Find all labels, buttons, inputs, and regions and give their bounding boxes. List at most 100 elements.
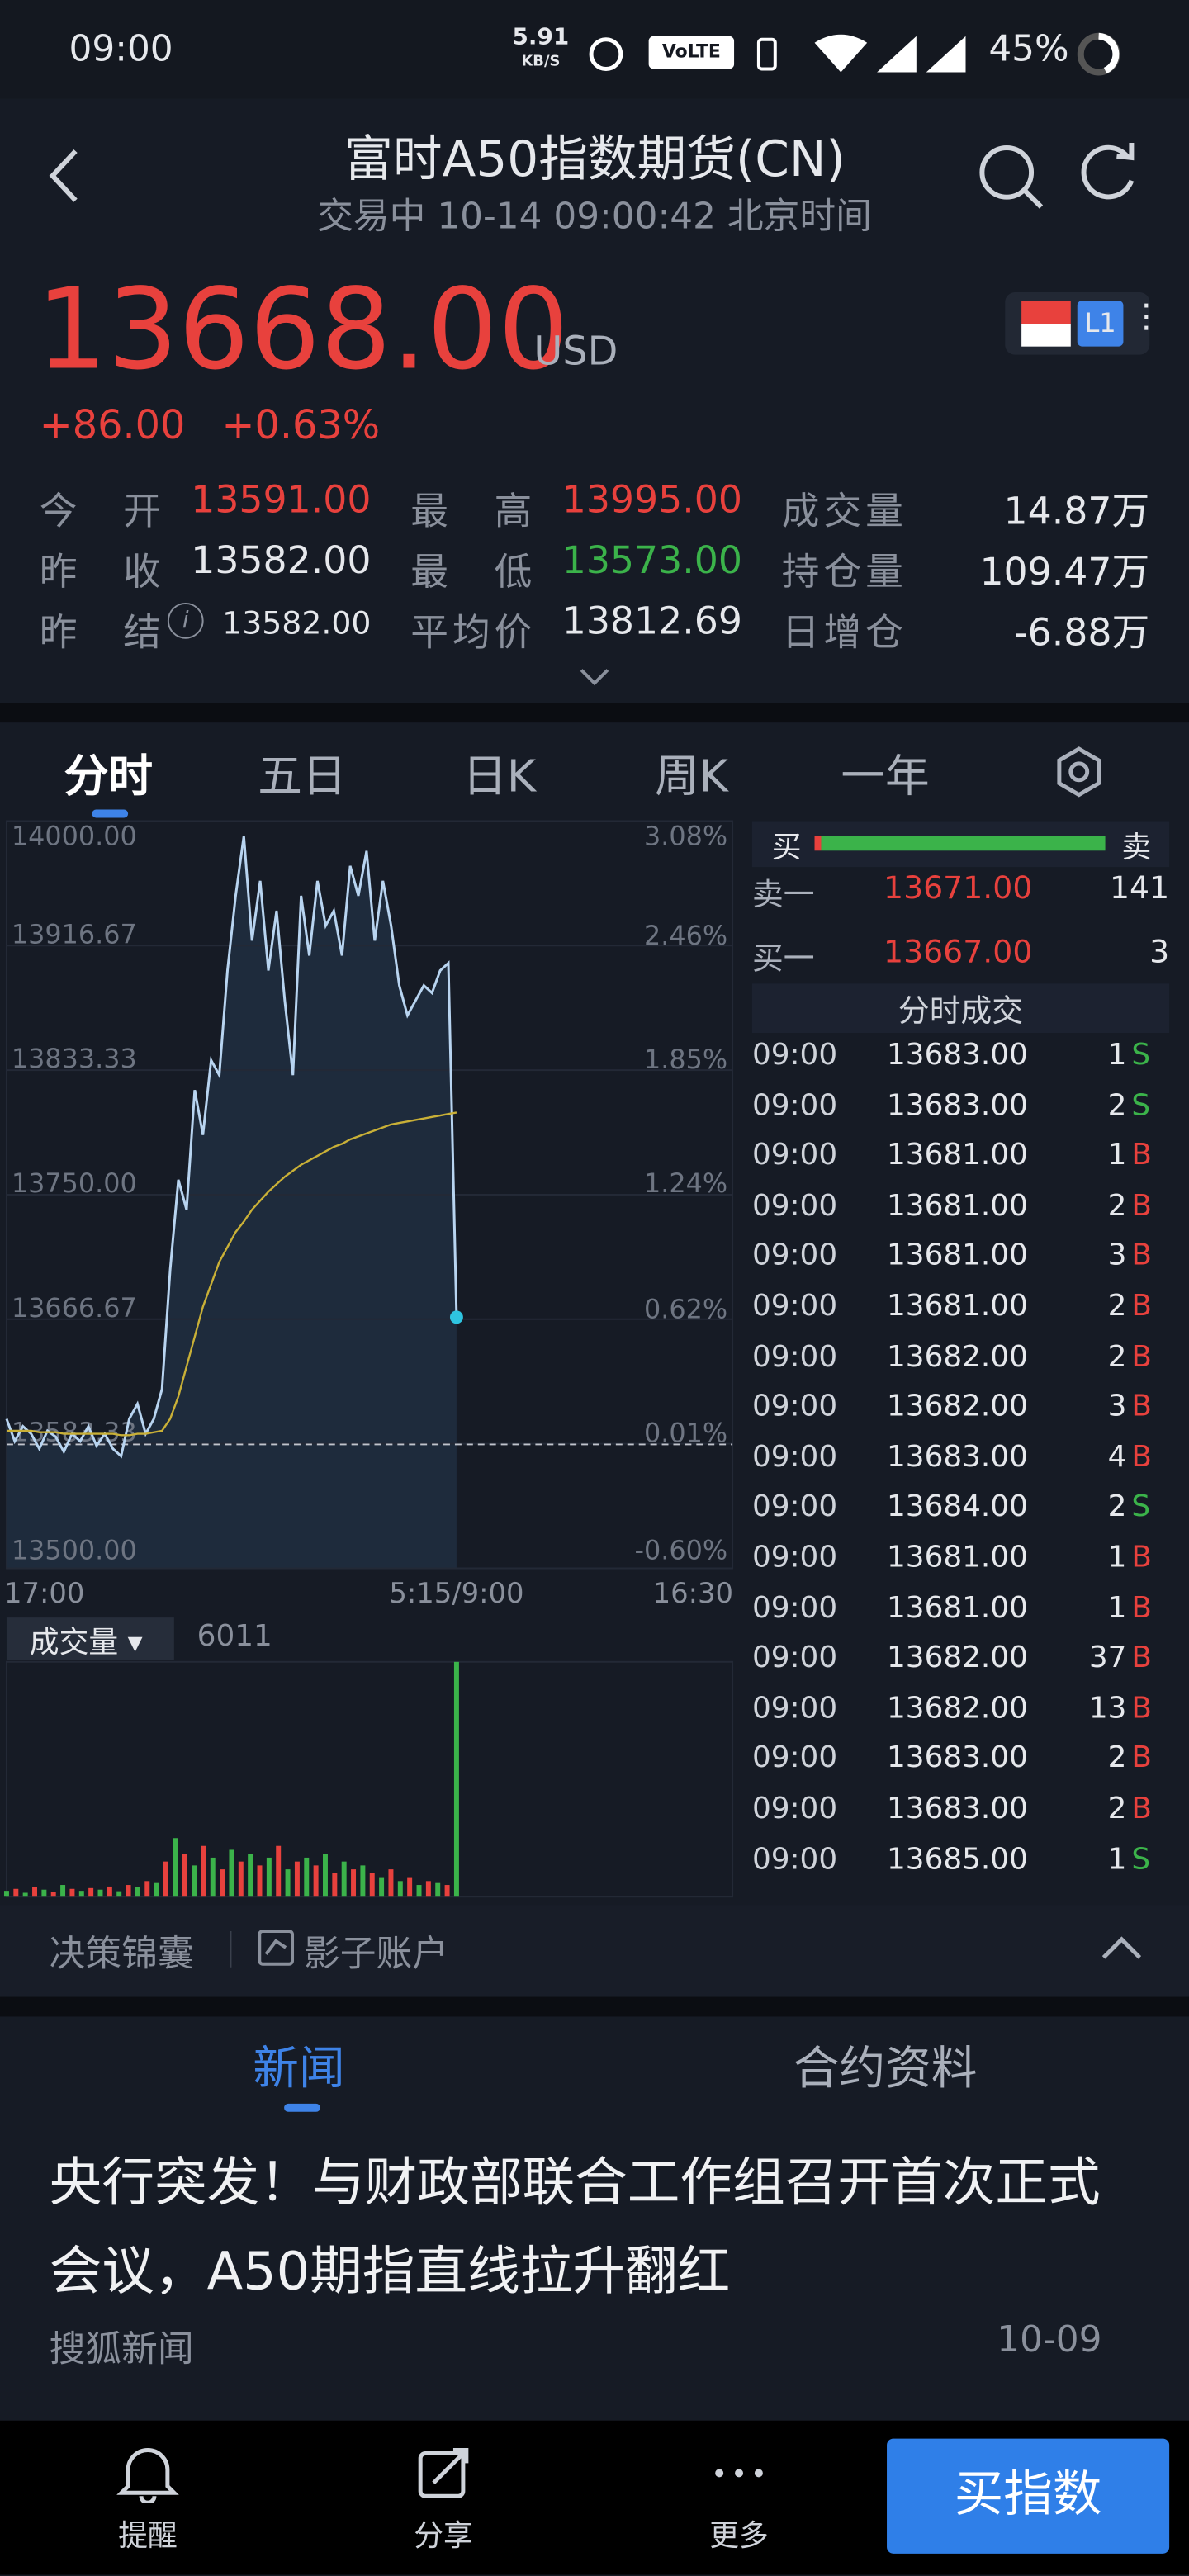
trade-time: 09:00 [751, 1390, 838, 1424]
book-price: 13671.00 [883, 870, 1033, 907]
volume-bar [220, 1869, 225, 1897]
chart-settings[interactable] [1051, 744, 1107, 800]
volume-bar [135, 1887, 140, 1897]
trade-qty: 2 [1107, 1289, 1127, 1324]
market-badge[interactable]: L1 ⋮ [1005, 292, 1163, 355]
volume-bar [360, 1865, 366, 1897]
trade-qty: 2 [1107, 1791, 1127, 1826]
trade-time: 09:00 [751, 1489, 838, 1525]
stat-label: 昨结 [39, 612, 161, 656]
news-headline[interactable]: 央行突发！与财政部联合工作组召开首次正式会议，A50期指直线拉升翻红 [49, 2151, 1101, 2303]
stat-label: 昨收 [39, 552, 161, 594]
trade-time: 09:00 [751, 1188, 838, 1224]
trade-side: B [1131, 1641, 1152, 1676]
volume-bar [229, 1849, 234, 1897]
trade-side: B [1131, 1238, 1152, 1274]
volume-bar [444, 1885, 450, 1897]
bid-label: 买 [771, 831, 802, 866]
volume-bar [294, 1861, 300, 1897]
separator [0, 703, 1189, 723]
trade-qty: 2 [1107, 1188, 1127, 1224]
stat-label: 平均价 [410, 612, 533, 656]
y2-tick-label: 0.01% [644, 1418, 727, 1449]
price-change-pct: +0.63% [221, 402, 381, 448]
trade-price: 13683.00 [887, 1791, 1028, 1826]
trade-time: 09:00 [751, 1339, 838, 1374]
chart-tab[interactable]: 一年 [841, 751, 930, 803]
volume-bar [304, 1857, 310, 1897]
chart-tab[interactable]: 五日 [258, 751, 347, 803]
volume-bar [351, 1869, 357, 1897]
news-source: 搜狐新闻 [49, 2330, 194, 2372]
news-tab[interactable]: 新闻 [253, 2041, 345, 2095]
info-icon: i [167, 602, 204, 639]
trade-price: 13682.00 [887, 1691, 1028, 1726]
volte-icon: VoLTE [648, 36, 735, 69]
volume-bar [154, 1882, 159, 1897]
y2-tick-label: 0.62% [644, 1293, 727, 1324]
stat-value: 13573.00 [561, 540, 743, 584]
trade-qty: 1 [1107, 1841, 1127, 1877]
trade-price: 13682.00 [887, 1339, 1028, 1374]
volume-bar [425, 1881, 431, 1897]
book-qty: 141 [1110, 870, 1170, 907]
volume-bar [416, 1885, 422, 1897]
trade-side: B [1131, 1289, 1152, 1324]
book-price: 13667.00 [883, 934, 1033, 971]
trade-price: 13682.00 [887, 1641, 1028, 1676]
stat-label: 成交量 [781, 490, 903, 534]
volume-label-text: 成交量 [29, 1626, 119, 1660]
tool-shadow-account[interactable]: 影子账户 [303, 1934, 449, 1976]
trade-qty: 3 [1107, 1238, 1127, 1274]
volume-bar [144, 1881, 150, 1897]
chart-tab[interactable]: 日K [462, 751, 537, 803]
volume-bar [13, 1888, 19, 1897]
buy-button[interactable]: 买指数 [887, 2438, 1170, 2554]
chart-tab[interactable]: 分时 [64, 751, 153, 803]
volume-bar [126, 1885, 131, 1897]
tab-indicator [92, 809, 129, 818]
volume-bg [5, 1660, 734, 1898]
trade-side: B [1131, 1540, 1152, 1575]
trade-price: 13681.00 [887, 1540, 1028, 1575]
y-tick-label: 13750.00 [12, 1167, 137, 1199]
trade-side: B [1131, 1138, 1152, 1173]
chart-tab[interactable]: 周K [654, 751, 728, 803]
header-icons[interactable] [972, 138, 1153, 213]
volume-bar [453, 1661, 459, 1897]
expand-chevron[interactable] [578, 667, 611, 687]
x-tick-label: 5:15/9:00 [389, 1577, 523, 1609]
nav-item[interactable]: 更多 [709, 2519, 769, 2554]
trade-qty: 3 [1107, 1390, 1127, 1424]
y-tick-label: 13500.00 [12, 1535, 137, 1566]
volume-bar [69, 1888, 75, 1897]
trade-time: 09:00 [751, 1641, 838, 1676]
tool-divider [230, 1931, 232, 1968]
trade-side: B [1131, 1791, 1152, 1826]
nav-item[interactable]: 提醒 [118, 2519, 178, 2554]
trade-side: B [1131, 1741, 1152, 1776]
collapse-caret[interactable] [1101, 1934, 1144, 1961]
battery-ring [1077, 32, 1120, 76]
battery: 45% [988, 29, 1069, 71]
shadow-icon [258, 1930, 295, 1966]
nav-item[interactable]: 分享 [414, 2519, 473, 2554]
back-button[interactable] [43, 144, 92, 211]
volume-label: 成交量 ▾ [29, 1626, 143, 1660]
volume-bar [210, 1857, 216, 1897]
volume-bar [313, 1865, 319, 1897]
volume-bar [238, 1861, 244, 1897]
trade-time: 09:00 [751, 1590, 838, 1626]
contract-tab[interactable]: 合约资料 [793, 2041, 978, 2095]
stat-label: 最低 [410, 552, 533, 594]
volume-selector[interactable] [6, 1617, 174, 1660]
book-label: 买一 [751, 940, 815, 978]
volume-bar [322, 1854, 328, 1897]
stat-value: 109.47万 [979, 552, 1150, 594]
volume-bar [407, 1877, 413, 1897]
tool-strategy[interactable]: 决策锦囊 [49, 1934, 194, 1976]
trade-time: 09:00 [751, 1138, 838, 1173]
stat-value: 13582.00 [222, 605, 372, 642]
page-subtitle: 交易中 10-14 09:00:42 北京时间 [317, 197, 872, 239]
